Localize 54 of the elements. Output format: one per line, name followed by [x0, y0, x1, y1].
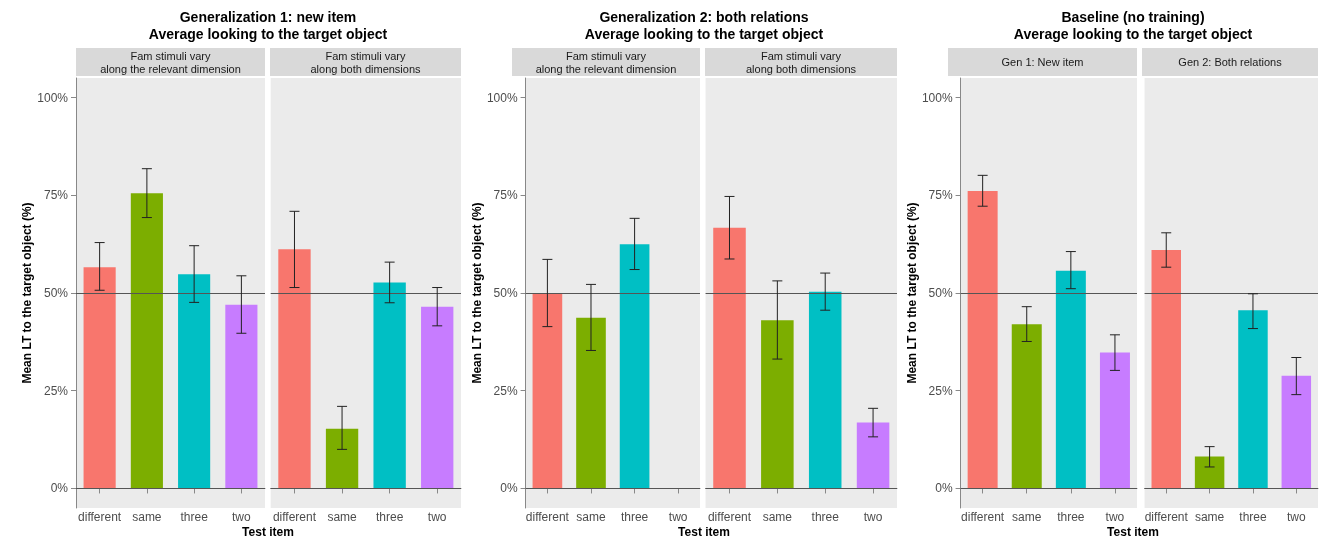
x-tick-label: three — [811, 510, 840, 524]
y-tick-label: 50% — [43, 286, 69, 300]
x-tick-label: different — [78, 510, 122, 524]
chart-subtitle: Gen 1: New item — [1001, 56, 1084, 68]
x-tick-label: two — [863, 510, 883, 524]
x-axis-title: Test item — [1107, 525, 1159, 539]
x-axis-title: Test item — [242, 525, 294, 539]
x-tick-label: same — [576, 510, 606, 524]
y-tick-label: 75% — [928, 188, 953, 203]
x-tick-label: two — [1286, 510, 1306, 524]
x-tick-label: three — [180, 510, 209, 524]
chart-subtitle: Fam stimuli vary along both dimensions — [310, 49, 422, 75]
y-axis-title: Mean LT to the target object (%) — [470, 202, 484, 384]
x-tick-label: three — [620, 510, 649, 524]
y-tick-label: 0% — [50, 481, 69, 496]
x-tick-label: same — [132, 510, 162, 524]
x-tick-label: same — [762, 510, 793, 524]
y-tick-label: 100% — [921, 90, 953, 105]
chart-title: Baseline (no training) Average looking to the target object — [1013, 8, 1253, 42]
y-tick-label: 100% — [486, 90, 518, 105]
y-tick-label: 25% — [493, 383, 518, 398]
y-axis-title: Mean LT to the target object (%) — [905, 202, 919, 384]
x-tick-label: three — [1057, 510, 1085, 524]
y-tick-label: 0% — [500, 481, 518, 496]
x-tick-label: different — [707, 510, 752, 524]
x-tick-label: different — [272, 510, 317, 524]
y-tick-label: 25% — [928, 383, 953, 398]
x-tick-label: different — [1144, 510, 1189, 524]
chart-title: Generalization 1: new item Average looking to the target object — [148, 8, 388, 42]
x-tick-label: three — [1239, 510, 1267, 524]
chart-subtitle: Gen 2: Both relations — [1178, 56, 1283, 68]
x-tick-label: two — [1105, 510, 1125, 524]
x-tick-label: same — [327, 510, 358, 524]
chart-subtitle: Fam stimuli vary along the relevant dimension — [535, 49, 677, 75]
chart-subtitle: Fam stimuli vary along the relevant dimension — [100, 49, 241, 75]
y-tick-label: 50% — [493, 286, 518, 300]
chart-subtitle: Fam stimuli vary along both dimensions — [745, 49, 857, 75]
x-tick-label: three — [375, 510, 404, 524]
x-tick-label: two — [427, 510, 447, 524]
y-tick-label: 75% — [43, 188, 69, 203]
x-tick-label: different — [961, 510, 1005, 524]
y-axis-title: Mean LT to the target object (%) — [20, 202, 35, 384]
y-tick-label: 0% — [935, 481, 953, 496]
y-tick-label: 25% — [43, 383, 69, 398]
chart-title: Generalization 2: both relations Average looking to the target object — [584, 8, 824, 42]
x-tick-label: same — [1012, 510, 1042, 524]
x-tick-label: two — [668, 510, 688, 524]
x-tick-label: same — [1194, 510, 1225, 524]
x-tick-label: two — [232, 510, 252, 524]
y-tick-label: 50% — [928, 286, 953, 300]
y-tick-label: 100% — [37, 90, 69, 105]
x-axis-title: Test item — [678, 525, 730, 539]
y-tick-label: 75% — [493, 188, 518, 203]
x-tick-label: different — [525, 510, 570, 524]
